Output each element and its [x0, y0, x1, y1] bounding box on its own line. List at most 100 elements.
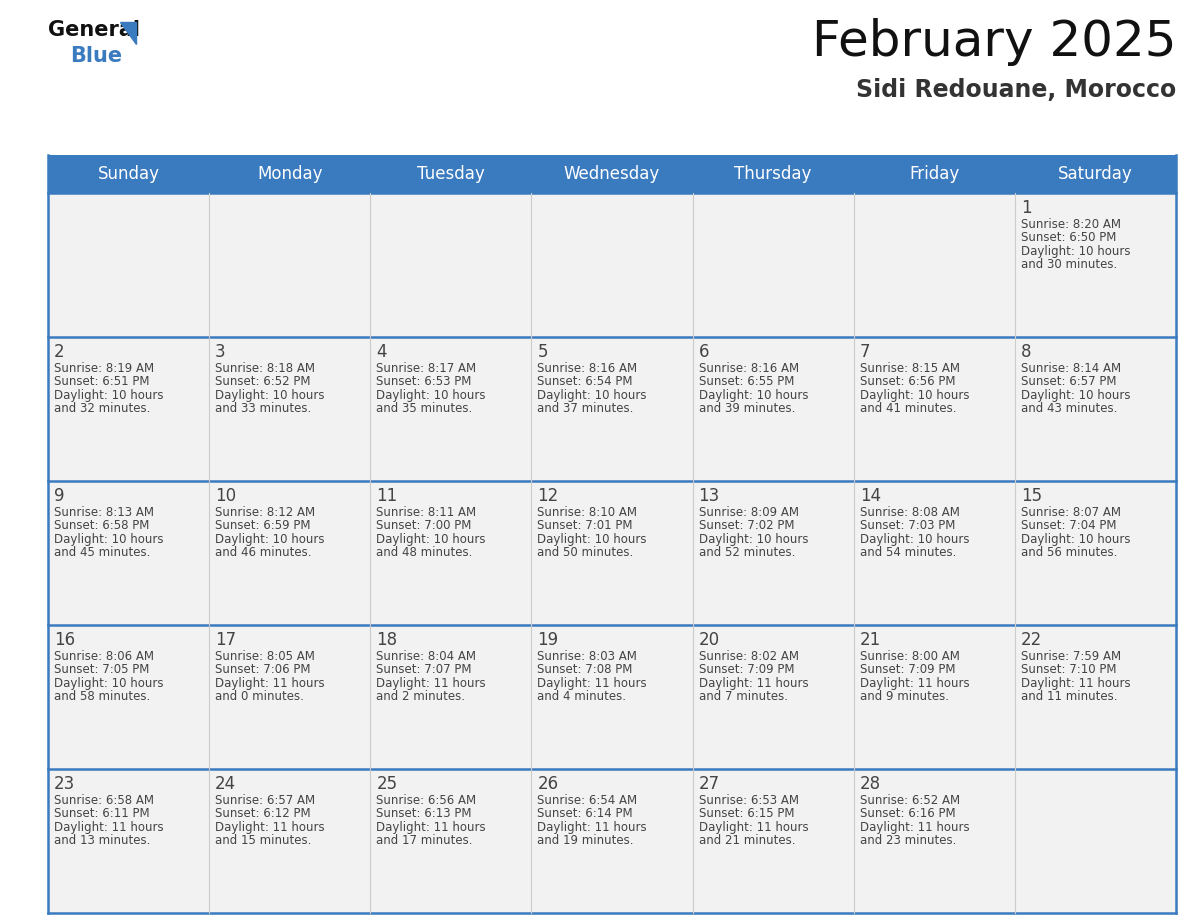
Text: Sunset: 7:07 PM: Sunset: 7:07 PM — [377, 664, 472, 677]
Text: Sunset: 7:06 PM: Sunset: 7:06 PM — [215, 664, 310, 677]
Text: Sunrise: 8:11 AM: Sunrise: 8:11 AM — [377, 506, 476, 520]
Text: 7: 7 — [860, 343, 871, 361]
Text: Sunrise: 8:19 AM: Sunrise: 8:19 AM — [53, 363, 154, 375]
Text: and 30 minutes.: and 30 minutes. — [1020, 258, 1117, 271]
Bar — [693, 337, 854, 481]
Bar — [1015, 193, 1176, 337]
Bar — [209, 337, 371, 481]
Text: Daylight: 11 hours: Daylight: 11 hours — [215, 821, 324, 834]
Text: Daylight: 11 hours: Daylight: 11 hours — [537, 677, 647, 689]
Text: Sunrise: 8:16 AM: Sunrise: 8:16 AM — [699, 363, 798, 375]
Text: Sunset: 6:50 PM: Sunset: 6:50 PM — [1020, 231, 1117, 244]
Bar — [1015, 769, 1176, 913]
Text: 2: 2 — [53, 343, 64, 361]
Polygon shape — [120, 22, 135, 44]
Text: Sunset: 7:01 PM: Sunset: 7:01 PM — [537, 520, 633, 532]
Text: and 7 minutes.: and 7 minutes. — [699, 689, 788, 702]
Text: Daylight: 10 hours: Daylight: 10 hours — [53, 388, 164, 401]
Text: and 37 minutes.: and 37 minutes. — [537, 402, 634, 415]
Text: Sunrise: 8:10 AM: Sunrise: 8:10 AM — [537, 506, 638, 520]
Text: Daylight: 10 hours: Daylight: 10 hours — [537, 388, 647, 401]
Bar — [209, 625, 371, 769]
Bar — [48, 193, 209, 337]
Bar — [693, 481, 854, 625]
Text: and 52 minutes.: and 52 minutes. — [699, 545, 795, 559]
Text: Sunrise: 7:59 AM: Sunrise: 7:59 AM — [1020, 650, 1121, 663]
Text: 17: 17 — [215, 631, 236, 649]
Bar — [48, 337, 209, 481]
Text: Daylight: 11 hours: Daylight: 11 hours — [699, 677, 808, 689]
Text: Saturday: Saturday — [1059, 165, 1133, 183]
Text: Daylight: 10 hours: Daylight: 10 hours — [699, 388, 808, 401]
Text: Sunrise: 8:12 AM: Sunrise: 8:12 AM — [215, 506, 315, 520]
Text: Sunrise: 8:06 AM: Sunrise: 8:06 AM — [53, 650, 154, 663]
Text: Sidi Redouane, Morocco: Sidi Redouane, Morocco — [855, 78, 1176, 102]
Text: Sunrise: 8:17 AM: Sunrise: 8:17 AM — [377, 363, 476, 375]
Bar — [854, 769, 1015, 913]
Text: 22: 22 — [1020, 631, 1042, 649]
Bar — [371, 193, 531, 337]
Text: 6: 6 — [699, 343, 709, 361]
Bar — [854, 625, 1015, 769]
Text: and 17 minutes.: and 17 minutes. — [377, 834, 473, 846]
Text: and 35 minutes.: and 35 minutes. — [377, 402, 473, 415]
Text: Daylight: 10 hours: Daylight: 10 hours — [215, 532, 324, 545]
Text: Daylight: 10 hours: Daylight: 10 hours — [1020, 388, 1130, 401]
Text: Sunday: Sunday — [97, 165, 159, 183]
Text: Thursday: Thursday — [734, 165, 811, 183]
Text: Sunset: 6:13 PM: Sunset: 6:13 PM — [377, 807, 472, 821]
Text: and 13 minutes.: and 13 minutes. — [53, 834, 151, 846]
Text: 10: 10 — [215, 487, 236, 505]
Text: Daylight: 10 hours: Daylight: 10 hours — [53, 677, 164, 689]
Text: Sunrise: 8:20 AM: Sunrise: 8:20 AM — [1020, 218, 1120, 231]
Text: Sunrise: 6:57 AM: Sunrise: 6:57 AM — [215, 794, 315, 807]
Bar — [531, 625, 693, 769]
Text: Sunrise: 8:04 AM: Sunrise: 8:04 AM — [377, 650, 476, 663]
Text: and 56 minutes.: and 56 minutes. — [1020, 545, 1117, 559]
Text: and 39 minutes.: and 39 minutes. — [699, 402, 795, 415]
Text: and 21 minutes.: and 21 minutes. — [699, 834, 795, 846]
Text: Daylight: 10 hours: Daylight: 10 hours — [377, 388, 486, 401]
Text: Sunset: 7:09 PM: Sunset: 7:09 PM — [699, 664, 794, 677]
Bar — [48, 625, 209, 769]
Text: and 11 minutes.: and 11 minutes. — [1020, 689, 1118, 702]
Text: Sunset: 6:11 PM: Sunset: 6:11 PM — [53, 807, 150, 821]
Text: 13: 13 — [699, 487, 720, 505]
Text: Sunrise: 6:52 AM: Sunrise: 6:52 AM — [860, 794, 960, 807]
Text: Daylight: 10 hours: Daylight: 10 hours — [377, 532, 486, 545]
Bar — [693, 769, 854, 913]
Text: Sunrise: 8:09 AM: Sunrise: 8:09 AM — [699, 506, 798, 520]
Text: and 58 minutes.: and 58 minutes. — [53, 689, 150, 702]
Text: Sunrise: 8:05 AM: Sunrise: 8:05 AM — [215, 650, 315, 663]
Text: and 23 minutes.: and 23 minutes. — [860, 834, 956, 846]
Text: 14: 14 — [860, 487, 880, 505]
Text: Sunset: 6:56 PM: Sunset: 6:56 PM — [860, 375, 955, 388]
Text: 16: 16 — [53, 631, 75, 649]
Text: Daylight: 11 hours: Daylight: 11 hours — [1020, 677, 1131, 689]
Text: Sunrise: 8:16 AM: Sunrise: 8:16 AM — [537, 363, 638, 375]
Bar — [48, 769, 209, 913]
Text: Sunrise: 8:13 AM: Sunrise: 8:13 AM — [53, 506, 154, 520]
Bar — [371, 337, 531, 481]
Text: Sunset: 7:02 PM: Sunset: 7:02 PM — [699, 520, 794, 532]
Text: Sunrise: 6:56 AM: Sunrise: 6:56 AM — [377, 794, 476, 807]
Text: Sunset: 6:12 PM: Sunset: 6:12 PM — [215, 807, 311, 821]
Text: 18: 18 — [377, 631, 398, 649]
Text: and 9 minutes.: and 9 minutes. — [860, 689, 949, 702]
Text: Sunrise: 6:54 AM: Sunrise: 6:54 AM — [537, 794, 638, 807]
Text: Sunset: 7:03 PM: Sunset: 7:03 PM — [860, 520, 955, 532]
Text: 12: 12 — [537, 487, 558, 505]
Text: Tuesday: Tuesday — [417, 165, 485, 183]
Text: and 19 minutes.: and 19 minutes. — [537, 834, 634, 846]
Text: 23: 23 — [53, 775, 75, 793]
Bar — [209, 193, 371, 337]
Bar — [209, 769, 371, 913]
Bar — [531, 193, 693, 337]
Bar — [854, 481, 1015, 625]
Bar — [531, 769, 693, 913]
Text: Daylight: 11 hours: Daylight: 11 hours — [53, 821, 164, 834]
Text: 21: 21 — [860, 631, 881, 649]
Bar — [693, 625, 854, 769]
Text: Sunset: 6:58 PM: Sunset: 6:58 PM — [53, 520, 150, 532]
Text: 3: 3 — [215, 343, 226, 361]
